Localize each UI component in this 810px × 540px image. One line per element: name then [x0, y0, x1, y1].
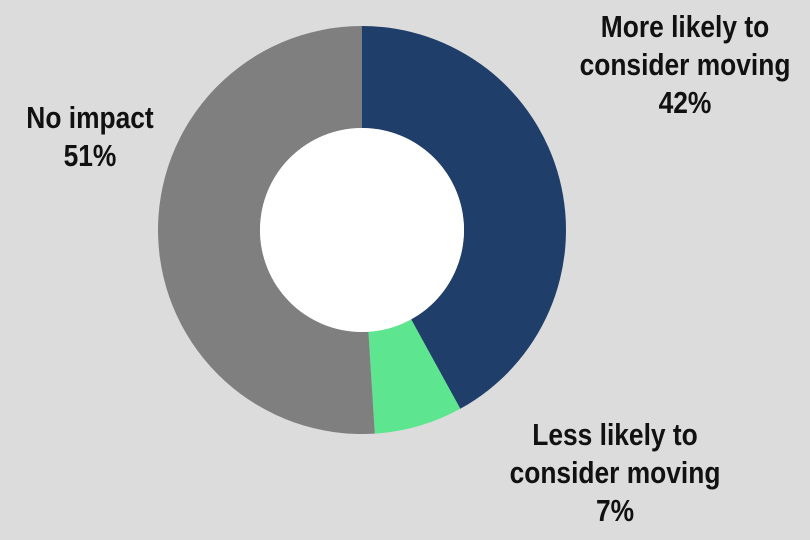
slice-no-impact — [158, 26, 375, 434]
slice-more-likely — [362, 26, 566, 409]
slice-label-more-likely-line2: consider moving — [579, 47, 791, 82]
slice-value-less-likely: 7% — [595, 493, 635, 528]
slice-label-more-likely-line1: More likely to — [600, 9, 770, 44]
slice-less-likely — [368, 319, 461, 434]
slice-label-no-impact-line1: No impact — [26, 100, 154, 135]
slice-label-more-likely: More likely to consider moving 42% — [558, 8, 810, 122]
slice-label-less-likely: Less likely to consider moving 7% — [488, 416, 743, 530]
slice-value-more-likely: 42% — [658, 85, 712, 120]
slice-label-less-likely-line1: Less likely to — [532, 417, 698, 452]
donut-hole — [260, 128, 464, 332]
slice-label-less-likely-line2: consider moving — [509, 455, 721, 490]
slice-label-no-impact: No impact 51% — [9, 99, 171, 175]
slice-value-no-impact: 51% — [63, 138, 117, 173]
